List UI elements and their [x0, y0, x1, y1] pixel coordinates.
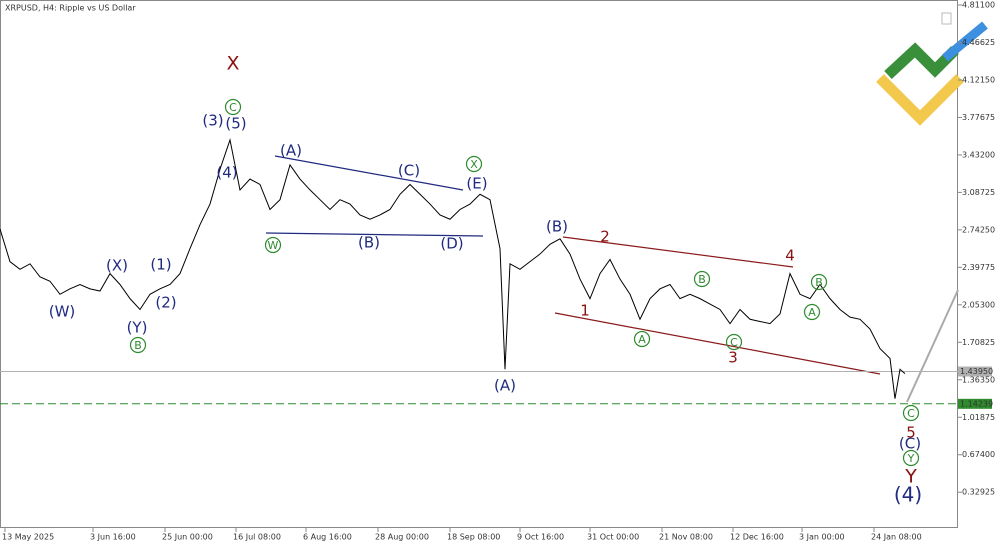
- wave-label: (4): [216, 164, 237, 182]
- wave-label: (4): [894, 483, 922, 507]
- wave-label: (D): [440, 235, 463, 253]
- price-line-series: [0, 137, 906, 399]
- wave-circle: [465, 155, 483, 173]
- wave-circle: [902, 404, 920, 422]
- wave-label: A: [808, 306, 816, 319]
- wave-circle: [810, 273, 828, 291]
- y-tick-label: 0.32925: [962, 488, 995, 497]
- y-tick-label: 4.81100: [962, 1, 995, 10]
- wave-label: X: [226, 53, 239, 75]
- wave-label: Y: [907, 452, 915, 465]
- wave-circle: [264, 236, 282, 254]
- wave-circle: [129, 336, 147, 354]
- wave-label: (X): [106, 257, 128, 275]
- price-label: 1.14239: [960, 399, 993, 408]
- channel-line: [562, 236, 794, 268]
- x-tick-label: 13 May 2025: [2, 533, 54, 542]
- x-tick-label: 18 Sep 08:00: [447, 533, 500, 542]
- y-tick-label: 3.77675: [962, 113, 995, 122]
- wave-label: 4: [785, 247, 795, 265]
- icon: [941, 12, 952, 25]
- x-tick-label: 31 Oct 00:00: [587, 533, 639, 542]
- wave-label: (E): [466, 175, 487, 193]
- y-tick-label: 2.39775: [962, 263, 995, 272]
- wave-label: 3: [728, 349, 738, 367]
- y-tick-label: 1.01875: [962, 413, 995, 422]
- price-label-box: [958, 398, 992, 409]
- chart-title: XRPUSD, H4: Ripple vs US Dollar: [5, 4, 136, 13]
- x-tick-label: 21 Nov 08:00: [659, 533, 713, 542]
- wave-label: (C): [899, 435, 921, 453]
- wave-label: B: [698, 273, 706, 286]
- wave-label: Y: [904, 466, 917, 488]
- logo: [876, 21, 988, 126]
- forecast-line: [906, 289, 959, 403]
- logo-shape: [876, 74, 964, 126]
- wave-label: X: [470, 158, 478, 171]
- wave-label: (2): [155, 294, 176, 312]
- wave-label: (C): [398, 162, 420, 180]
- wave-label: 1: [580, 302, 590, 320]
- wave-label: (1): [150, 256, 171, 274]
- wave-label: (B): [546, 218, 568, 236]
- wave-label: 5: [906, 424, 916, 442]
- wave-label: (Y): [127, 319, 148, 337]
- y-tick-label: 3.43200: [962, 150, 995, 159]
- x-tick-label: 28 Aug 00:00: [375, 533, 429, 542]
- wave-label: (A): [280, 142, 302, 160]
- wave-label: C: [229, 101, 237, 114]
- wave-label: A: [638, 333, 646, 346]
- wave-label: W: [268, 239, 279, 252]
- wave-circle: [224, 98, 242, 116]
- trend-lines: [265, 155, 959, 403]
- x-tick-label: 3 Jan 00:00: [799, 533, 845, 542]
- wave-circle: [693, 270, 711, 288]
- x-tick-label: 12 Dec 16:00: [730, 533, 784, 542]
- wave-label: (5): [225, 115, 246, 133]
- y-tick-label: 4.12150: [962, 75, 995, 84]
- wave-label: 2: [600, 228, 610, 246]
- wave-circle: [725, 333, 743, 351]
- y-tick-label: 0.67400: [962, 450, 995, 459]
- plot-frame: [0, 0, 958, 528]
- wave-label: (A): [494, 377, 516, 395]
- x-tick-label: 24 Jan 08:00: [871, 533, 922, 542]
- logo-shape: [942, 21, 988, 62]
- y-tick-label: 1.70825: [962, 338, 995, 347]
- x-tick-label: 3 Jun 16:00: [90, 533, 136, 542]
- wave-label: (B): [358, 234, 380, 252]
- price-label-box: [958, 366, 992, 377]
- price-label: 1.43950: [960, 367, 993, 376]
- wave-label: (W): [49, 303, 76, 321]
- wave-label: C: [907, 407, 915, 420]
- x-tick-label: 9 Oct 16:00: [517, 533, 564, 542]
- wave-circle: [902, 449, 920, 467]
- y-tick-label: 4.46625: [962, 38, 995, 47]
- wave-circle: [633, 330, 651, 348]
- wave-label: C: [730, 336, 738, 349]
- x-tick-label: 25 Jun 00:00: [162, 533, 213, 542]
- channel-line: [265, 232, 484, 237]
- y-tick-label: 1.36350: [962, 375, 995, 384]
- wave-circle: [803, 303, 821, 321]
- y-tick-label: 2.74250: [962, 225, 995, 234]
- y-tick-label: 2.05300: [962, 300, 995, 309]
- logo-shape: [884, 42, 959, 80]
- x-tick-label: 16 Jul 08:00: [233, 533, 281, 542]
- y-tick-label: 3.08725: [962, 188, 995, 197]
- x-tick-label: 6 Aug 16:00: [303, 533, 352, 542]
- wave-label: (3): [202, 112, 223, 130]
- channel-line: [274, 155, 464, 191]
- wave-label: B: [815, 276, 823, 289]
- wave-label: B: [134, 339, 142, 352]
- channel-line: [554, 312, 881, 375]
